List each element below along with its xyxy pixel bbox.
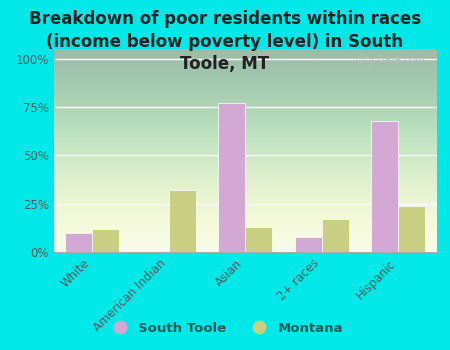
Text: City-Data.com: City-Data.com <box>356 55 425 65</box>
Bar <box>295 237 322 252</box>
Text: Breakdown of poor residents within races
(income below poverty level) in South
T: Breakdown of poor residents within races… <box>29 10 421 73</box>
Bar <box>169 190 195 252</box>
Bar <box>398 205 425 252</box>
Legend: South Toole, Montana: South Toole, Montana <box>101 316 349 340</box>
Bar <box>92 229 119 252</box>
Bar <box>245 227 272 252</box>
Bar <box>322 219 348 252</box>
Bar <box>66 233 92 252</box>
Bar <box>219 103 245 252</box>
Bar <box>372 120 398 252</box>
